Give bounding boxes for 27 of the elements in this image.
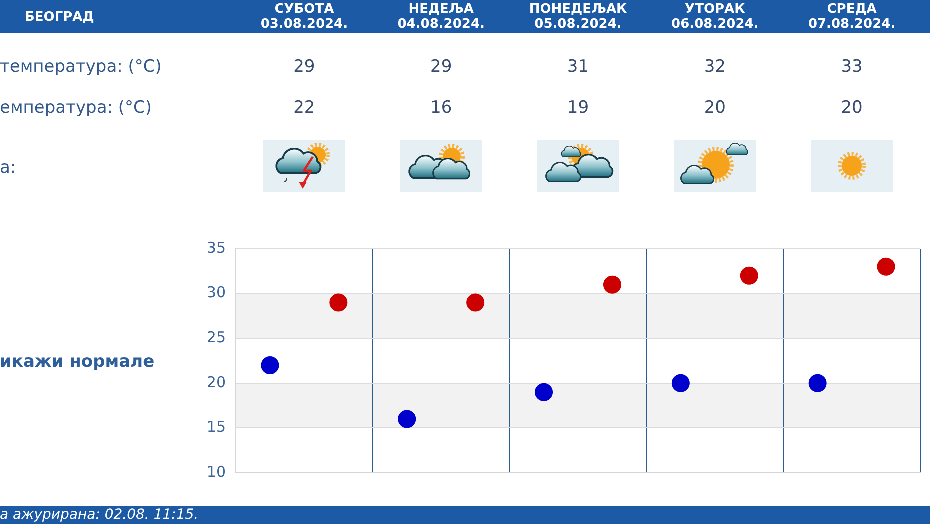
text: икажи нормале — [0, 352, 155, 372]
text: температура: (°C) — [0, 57, 162, 77]
data-label: 19 — [567, 98, 590, 118]
data-label: 20 — [704, 98, 726, 118]
text: НЕДЕЉА 04.08.2024. — [398, 2, 485, 32]
text: СРЕДА 07.08.2024. — [808, 2, 896, 32]
data-label: 20 — [841, 98, 863, 118]
y-tick-label: 25 — [206, 328, 226, 346]
text: УТОРАК 06.08.2024. — [672, 2, 759, 32]
text: а ажурирана: 02.08. 11:15. — [0, 506, 199, 525]
data-label: 33 — [841, 57, 863, 77]
data-label: 32 — [704, 57, 726, 77]
data-label: 16 — [430, 98, 452, 118]
y-tick-label: 15 — [206, 418, 226, 436]
text: а: — [0, 158, 16, 178]
y-tick-label: 10 — [206, 462, 226, 481]
y-tick-label: 20 — [206, 373, 226, 392]
y-tick-label: 30 — [206, 284, 226, 302]
text: емпература: (°C) — [0, 98, 152, 118]
data-label: 29 — [430, 57, 452, 77]
text: СУБОТА 03.08.2024. — [260, 2, 348, 32]
text: БЕОГРАД — [25, 10, 94, 25]
data-label: 22 — [294, 98, 316, 118]
data-label: 29 — [294, 57, 316, 77]
data-label: 31 — [567, 57, 590, 77]
y-tick-label: 35 — [206, 238, 226, 257]
text: ПОНЕДЕЉАК 05.08.2024. — [529, 2, 628, 32]
